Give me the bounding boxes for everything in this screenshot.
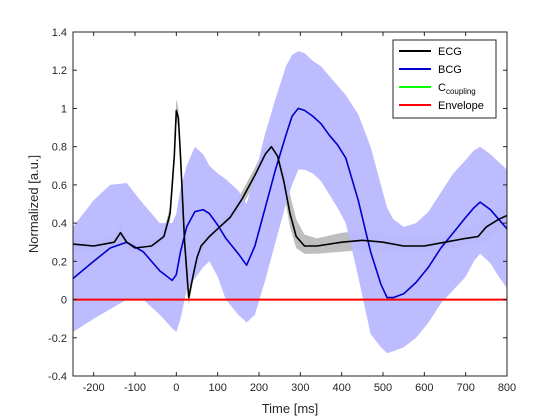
x-tick-label: 600 <box>415 382 433 394</box>
x-axis-ticks: -200 -100 0 100 200 300 400 500 600 700 800 <box>83 32 516 394</box>
x-tick-label: 700 <box>456 382 474 394</box>
legend-label: Envelope <box>438 100 484 112</box>
x-tick-label: -100 <box>124 382 146 394</box>
y-tick-label: 1.2 <box>52 65 67 77</box>
band-bcg-band <box>73 51 507 354</box>
x-tick-label: 300 <box>291 382 309 394</box>
y-tick-label: -0.4 <box>48 371 67 383</box>
y-tick-label: 0.4 <box>52 218 67 230</box>
x-tick-label: 100 <box>208 382 226 394</box>
x-tick-label: 800 <box>498 382 516 394</box>
axes-box <box>72 31 508 377</box>
x-tick-label: 500 <box>374 382 392 394</box>
y-tick-label: 0.2 <box>52 256 67 268</box>
series-ecg-line <box>72 109 508 299</box>
y-tick-label: 0.8 <box>52 142 67 154</box>
x-tick-label: 400 <box>332 382 350 394</box>
y-tick-label: 0.6 <box>52 180 67 192</box>
legend-label: BCG <box>438 64 462 76</box>
legend-label-subscript: coupling <box>446 87 476 96</box>
legend-label: ECG <box>438 46 462 58</box>
x-tick-label: 0 <box>173 382 179 394</box>
y-tick-label: 1.4 <box>52 27 67 39</box>
y-tick-label: -0.2 <box>48 333 67 345</box>
x-tick-label: 200 <box>250 382 268 394</box>
confidence-bands <box>73 51 507 354</box>
series-lines <box>72 107 508 301</box>
y-tick-label: 1 <box>61 103 67 115</box>
y-tick-label: 0 <box>61 295 67 307</box>
x-tick-label: -200 <box>83 382 105 394</box>
band-ecg-band <box>73 98 507 306</box>
x-axis-title: Time [ms] <box>262 401 319 416</box>
y-axis-title: Normalized [a.u.] <box>26 155 41 253</box>
y-axis-ticks: -0.4 -0.2 0 0.2 0.4 0.6 0.8 1 1.2 1.4 <box>48 27 507 383</box>
series-bcg-line <box>72 107 508 299</box>
